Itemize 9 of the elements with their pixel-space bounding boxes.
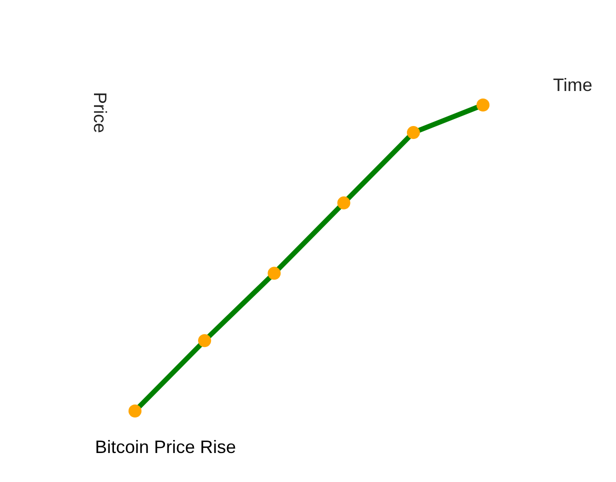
y-axis-title: Price <box>89 92 110 134</box>
point <box>476 98 490 112</box>
text: Bitcoin Price Rise <box>95 437 236 458</box>
point <box>198 334 212 348</box>
point <box>128 404 142 418</box>
point <box>406 126 420 140</box>
point <box>337 196 350 210</box>
x-axis-title: Time <box>553 75 592 96</box>
point <box>268 266 281 280</box>
